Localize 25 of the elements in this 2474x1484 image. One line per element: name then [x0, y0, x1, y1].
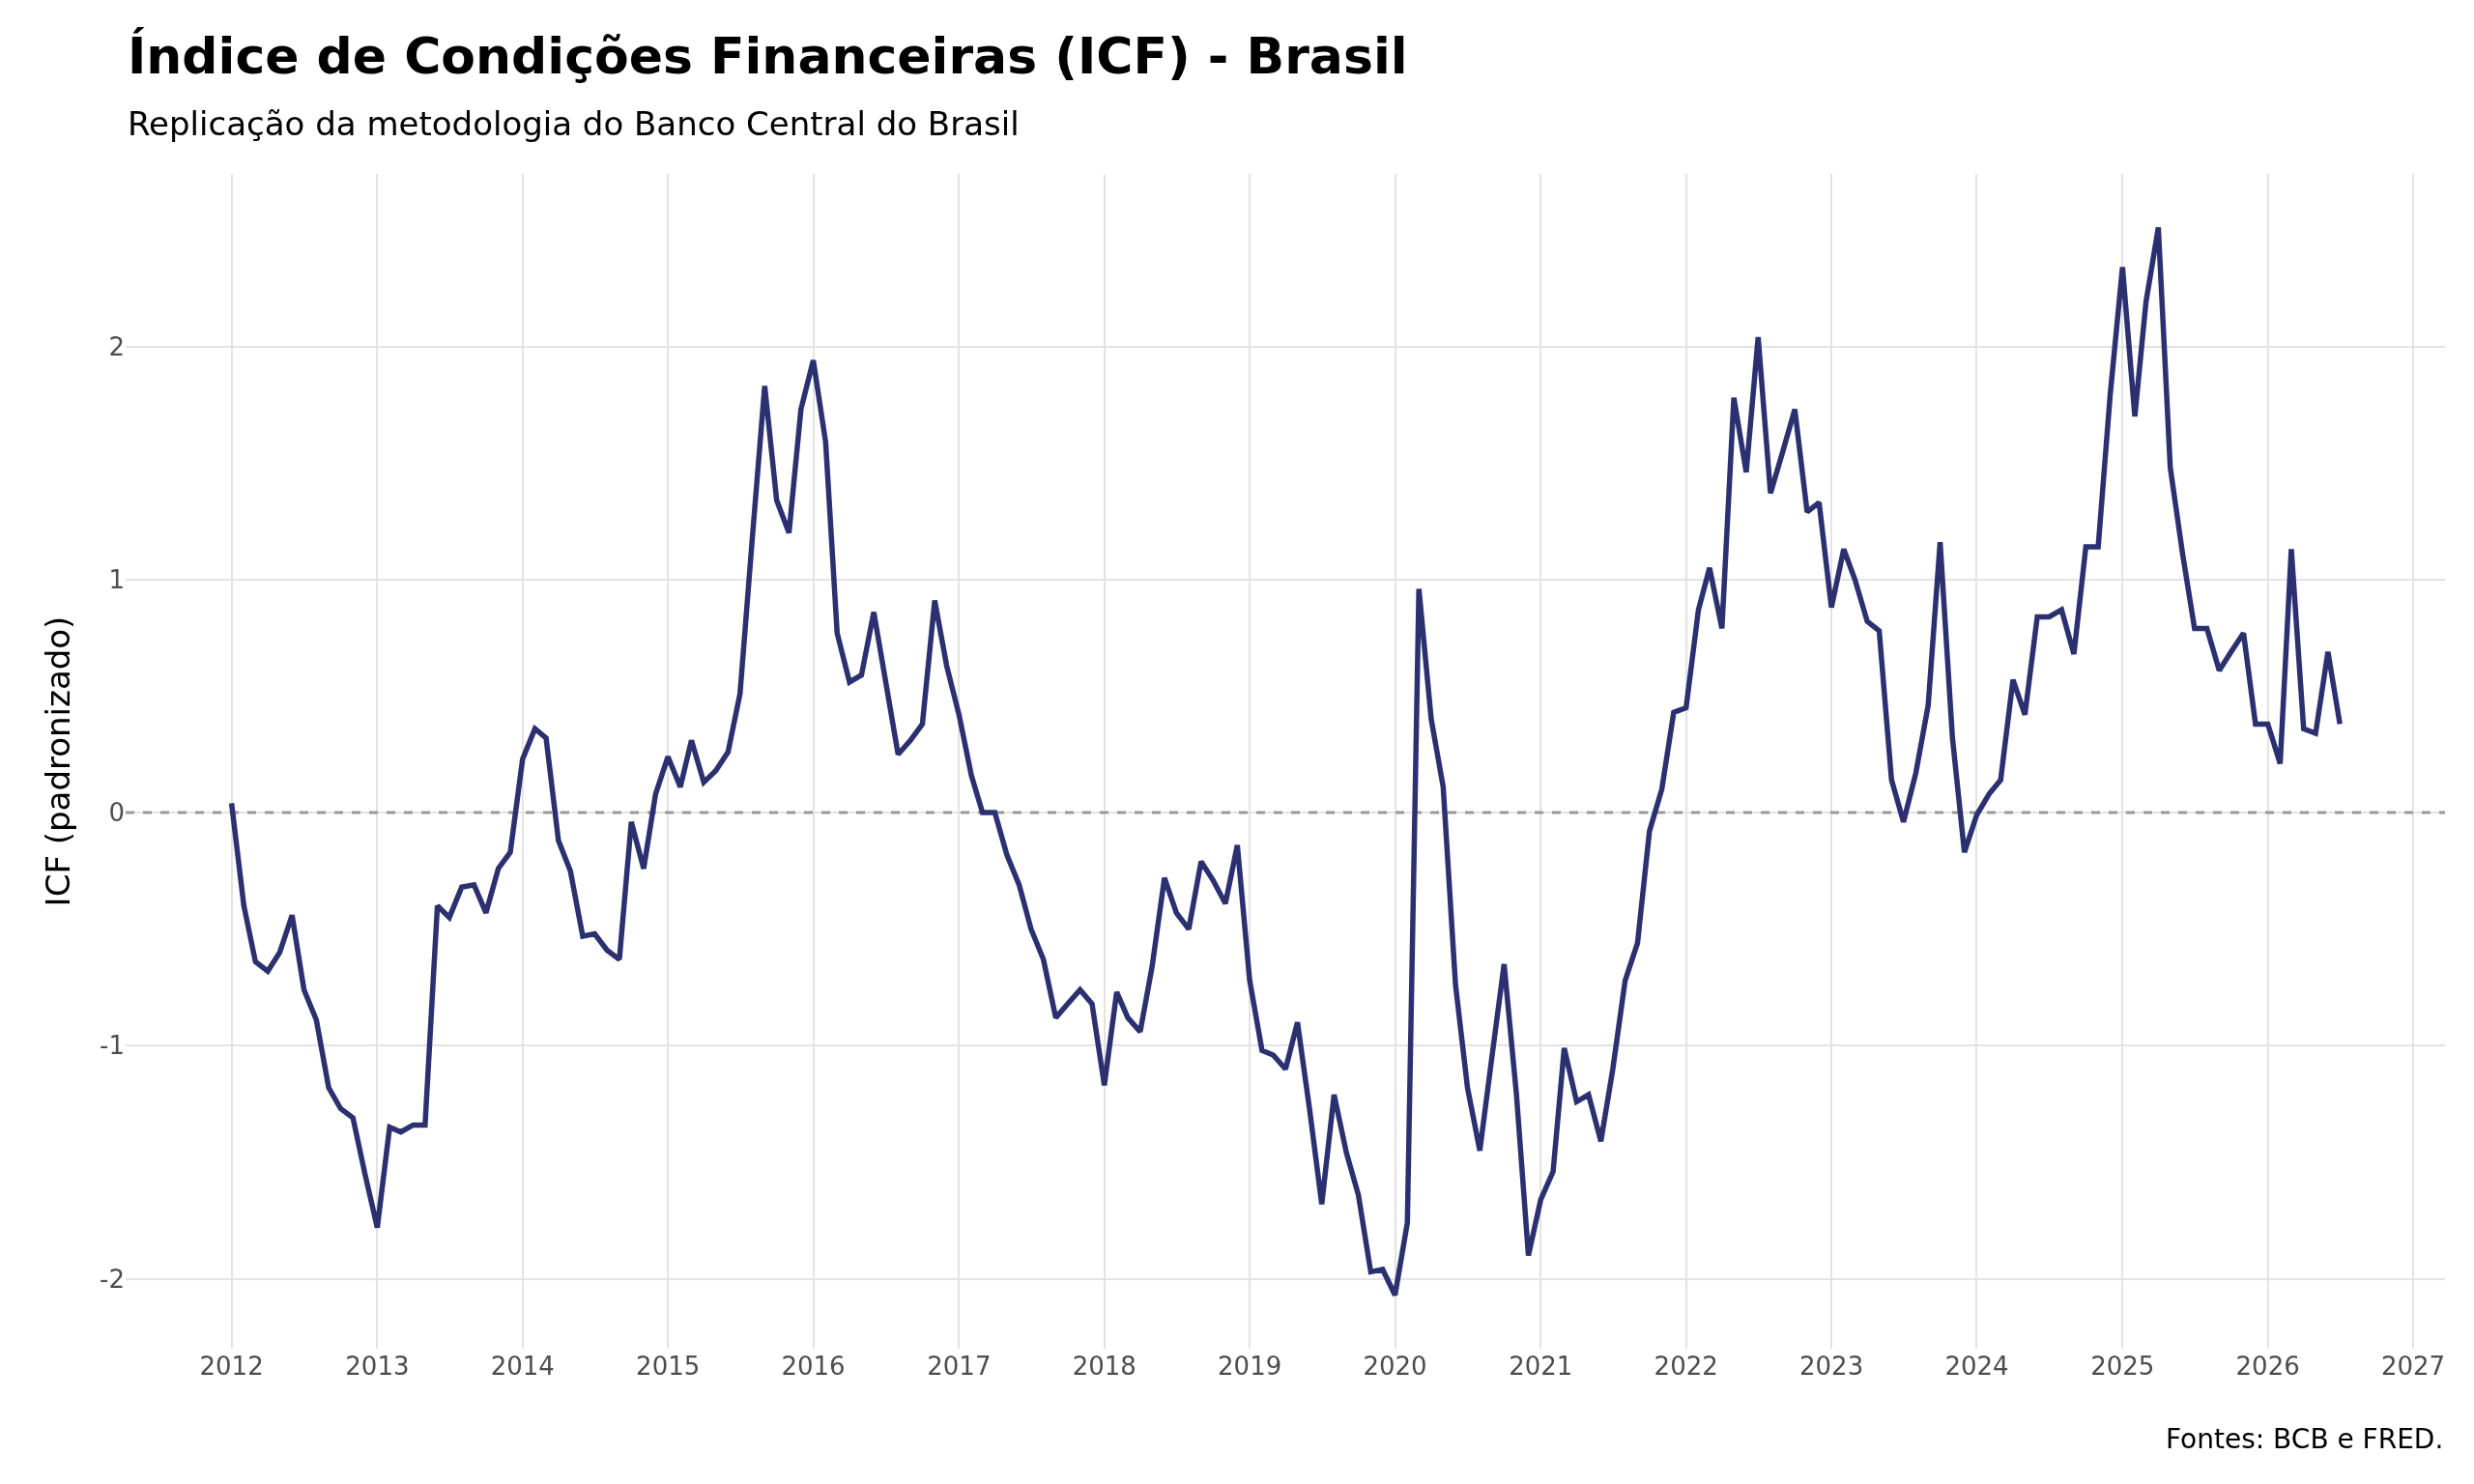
chart-subtitle: Replicação da metodologia do Banco Central do Brasil	[128, 104, 1020, 143]
x-tick-label: 2019	[1218, 1352, 1282, 1381]
y-tick-label: 0	[108, 798, 125, 828]
x-tick-label: 2012	[199, 1352, 264, 1381]
chart-title: Índice de Condições Financeiras (ICF) - Brasil	[128, 27, 1408, 85]
x-tick-label: 2026	[2235, 1352, 2300, 1381]
x-tick-label: 2018	[1072, 1352, 1136, 1381]
x-tick-label: 2020	[1363, 1352, 1427, 1381]
y-tick-label: -1	[100, 1031, 125, 1061]
x-tick-label: 2022	[1654, 1352, 1718, 1381]
x-tick-label: 2027	[2380, 1352, 2446, 1381]
text: Fontes: BCB e FRED.	[2166, 1423, 2444, 1455]
x-tick-label: 2016	[781, 1352, 846, 1381]
x-tick-label: 2021	[1509, 1352, 1573, 1381]
y-tick-label: 2	[108, 331, 125, 361]
y-tick-label: 1	[108, 564, 125, 594]
y-axis-title: ICF (padronizado)	[38, 615, 77, 907]
x-tick-label: 2017	[927, 1352, 992, 1381]
x-tick-label: 2013	[345, 1352, 410, 1381]
x-tick-label: 2025	[2090, 1352, 2155, 1381]
x-tick-label: 2015	[636, 1352, 701, 1381]
x-tick-label: 2014	[490, 1352, 555, 1381]
x-tick-label: 2024	[1944, 1352, 2009, 1381]
x-tick-label: 2023	[1798, 1352, 1864, 1381]
y-tick-label: -2	[100, 1264, 125, 1294]
